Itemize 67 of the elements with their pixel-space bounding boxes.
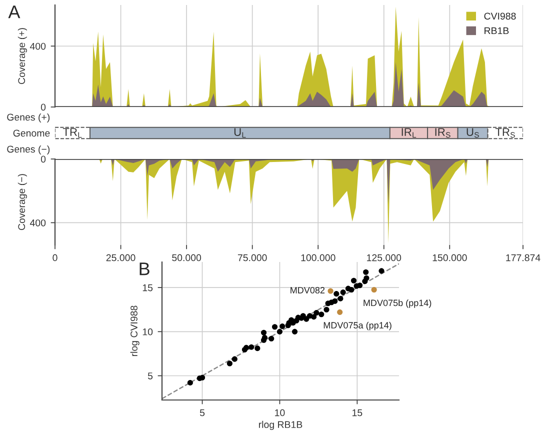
y-tick-label: 0	[40, 104, 46, 111]
point	[262, 334, 268, 340]
series-label: U$_{L}$	[234, 128, 246, 138]
annotation: MDV075b (pp14)	[364, 299, 432, 308]
series-label: TR$_{S}$	[495, 128, 515, 138]
annotation: MDV082	[290, 287, 325, 294]
point	[248, 344, 254, 350]
legend-label: CVI988	[484, 12, 516, 20]
y-tick-label: Genes (+)	[7, 113, 50, 123]
annotation: MDV075a (pp14)	[324, 322, 392, 330]
point	[254, 346, 260, 352]
y-axis-title: rlog CVI988	[130, 306, 140, 356]
point	[187, 380, 193, 386]
point	[280, 324, 286, 330]
point	[292, 328, 298, 334]
y-tick-label: 10	[142, 328, 153, 336]
point	[334, 291, 340, 297]
x-tick-label: 0	[52, 254, 58, 262]
text: B	[140, 262, 150, 276]
y-tick-label: Genome	[13, 130, 50, 137]
series-label: IR$_{S}$	[435, 128, 450, 138]
point	[348, 287, 354, 293]
series-label: TR$_{L}$	[62, 128, 82, 138]
series-label: U$_{S}$	[466, 128, 479, 138]
x-tick-label: 75.000	[238, 254, 267, 262]
point	[328, 288, 334, 294]
point	[378, 268, 384, 274]
x-tick-label: 177.874	[506, 254, 540, 262]
point	[337, 309, 343, 315]
y-tick-label: 0	[40, 156, 46, 163]
x-axis-title: rlog RB1B	[258, 420, 302, 430]
point	[332, 298, 338, 304]
x-tick-label: 100.000	[301, 254, 336, 262]
legend-label: RB1B	[484, 27, 509, 34]
x-tick-label: 50.000	[172, 254, 202, 262]
point	[357, 282, 363, 288]
point	[340, 290, 346, 296]
point	[363, 269, 369, 275]
y-tick-label: 5	[148, 372, 153, 380]
y-axis-title: Coverage (+)	[18, 28, 27, 84]
x-tick-label: 150.000	[432, 254, 467, 262]
point	[311, 314, 317, 320]
point	[318, 312, 324, 318]
y-axis-title: Coverage (−)	[18, 174, 27, 230]
point	[324, 306, 330, 312]
point	[276, 328, 283, 334]
point	[364, 275, 370, 281]
point	[314, 310, 320, 316]
point	[268, 336, 274, 342]
y-tick-label: Genes (−)	[7, 145, 50, 155]
text: A	[8, 6, 20, 18]
point	[338, 296, 344, 302]
x-tick-label: 10	[275, 409, 285, 416]
x-tick-label: 15	[352, 409, 362, 416]
point	[260, 330, 267, 336]
point	[226, 360, 232, 366]
y-tick-label: 15	[142, 284, 153, 292]
point	[232, 356, 238, 362]
y-tick-label: 400	[30, 42, 46, 50]
point	[371, 287, 377, 293]
x-tick-label: 125.000	[367, 254, 402, 262]
point	[350, 278, 357, 284]
x-tick-label: 5	[200, 409, 205, 416]
x-tick-label: 25.000	[106, 254, 136, 262]
series-label: IR$_{L}$	[402, 128, 416, 138]
y-tick-label: 400	[30, 219, 46, 226]
point	[272, 324, 278, 330]
